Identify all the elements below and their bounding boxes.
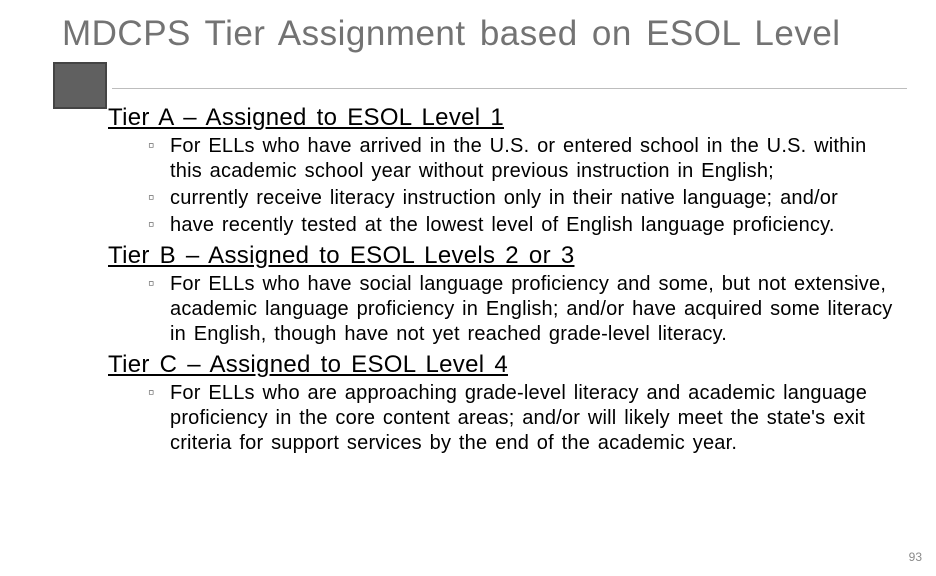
list-item: have recently tested at the lowest level… — [148, 213, 903, 238]
tier-c-heading: Tier C – Assigned to ESOL Level 4 — [108, 351, 903, 379]
tier-a-bullets: For ELLs who have arrived in the U.S. or… — [108, 134, 903, 238]
tier-a-heading: Tier A – Assigned to ESOL Level 1 — [108, 104, 903, 132]
tier-b-bullets: For ELLs who have social language profic… — [108, 272, 903, 347]
list-item: currently receive literacy instruction o… — [148, 186, 903, 211]
content-area: Tier A – Assigned to ESOL Level 1 For EL… — [108, 104, 903, 460]
tier-b-heading: Tier B – Assigned to ESOL Levels 2 or 3 — [108, 242, 903, 270]
page-number: 93 — [909, 550, 922, 564]
slide-title: MDCPS Tier Assignment based on ESOL Leve… — [62, 14, 841, 54]
title-divider — [112, 88, 907, 89]
accent-square-icon — [53, 62, 107, 109]
list-item: For ELLs who have arrived in the U.S. or… — [148, 134, 903, 184]
list-item: For ELLs who have social language profic… — [148, 272, 903, 347]
list-item: For ELLs who are approaching grade-level… — [148, 381, 903, 456]
tier-c-bullets: For ELLs who are approaching grade-level… — [108, 381, 903, 456]
slide: MDCPS Tier Assignment based on ESOL Leve… — [0, 0, 936, 576]
